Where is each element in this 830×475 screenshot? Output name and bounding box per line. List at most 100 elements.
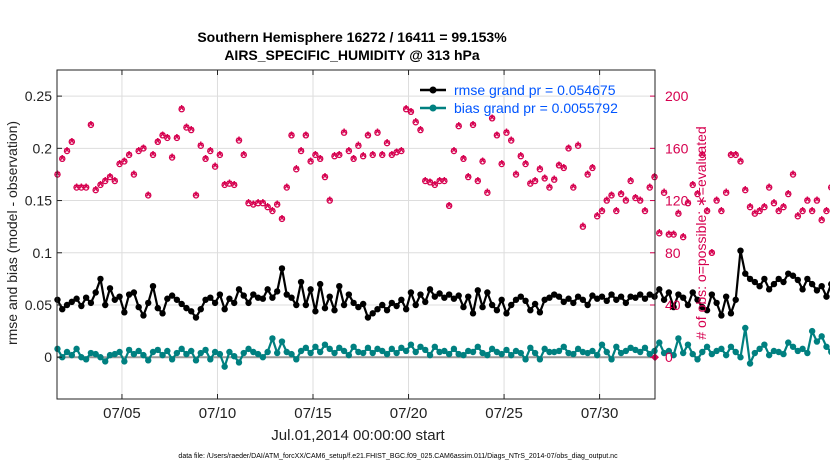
rmse-marker [498,297,504,303]
rmse-marker [580,297,586,303]
rmse-marker [231,300,237,306]
bias-marker [331,350,337,356]
rmse-marker [508,302,514,308]
obs-evaluated-marker: * [494,128,500,144]
bias-marker [264,349,270,355]
bias-marker [718,346,724,352]
rmse-marker [236,286,242,292]
rmse-marker [823,293,829,299]
bias-marker [193,357,199,363]
rmse-marker [470,310,476,316]
bias-marker [188,348,194,354]
rmse-marker [279,265,285,271]
bias-marker [694,356,700,362]
rmse-marker [312,308,318,314]
y-axis-label-left: rmse and bias (model - observation) [4,121,20,345]
bias-marker [413,349,419,355]
obs-evaluated-marker: * [561,160,567,176]
obs-evaluated-marker: * [762,200,768,216]
obs-evaluated-marker: * [628,173,634,189]
bias-marker [116,349,122,355]
rmse-marker [718,312,724,318]
rmse-marker [403,306,409,312]
bias-marker [164,348,170,354]
bias-marker [365,345,371,351]
bias-marker [202,347,208,353]
bias-marker [446,351,452,357]
rmse-marker [522,298,528,304]
bias-marker [522,356,528,362]
y-right-tick-label: 80 [665,245,681,261]
chart-title-line2: AIRS_SPECIFIC_HUMIDITY @ 313 hPa [224,47,480,63]
rmse-marker [771,281,777,287]
rmse-marker [427,286,433,292]
obs-evaluated-marker: * [456,119,462,135]
bias-marker [675,335,681,341]
obs-evaluated-marker: * [623,193,629,209]
obs-evaluated-marker: * [418,123,424,139]
obs-evaluated-marker: * [399,143,405,159]
rmse-marker [570,300,576,306]
legend-bias-label: bias grand pr = 0.0055792 [454,100,618,116]
bias-marker [704,344,710,350]
rmse-marker [422,299,428,305]
bias-marker [804,350,810,356]
rmse-marker [818,283,824,289]
bias-marker [484,352,490,358]
obs-evaluated-marker: * [327,193,333,209]
obs-evaluated-marker: * [642,204,648,220]
bias-marker [818,333,824,339]
obs-evaluated-marker: * [279,211,285,227]
bias-marker [288,351,294,357]
rmse-marker [804,276,810,282]
bias-marker [73,346,79,352]
bias-marker [780,351,786,357]
bias-marker [317,349,323,355]
bias-marker [503,347,509,353]
obs-evaluated-marker: * [442,173,448,189]
obs-evaluated-marker: * [146,188,152,204]
obs-evaluated-marker: * [284,180,290,196]
rmse-marker [766,286,772,292]
rmse-marker [293,302,299,308]
data-marks: ****************************************… [54,102,830,370]
bias-marker [537,356,543,362]
bias-marker [221,363,227,369]
bias-marker [733,349,739,355]
obs-evaluated-marker: * [303,128,309,144]
y-left-tick-label: 0 [44,349,52,365]
rmse-marker [413,302,419,308]
obs-evaluated-marker: * [470,117,476,133]
rmse-marker [761,276,767,282]
bias-marker [422,347,428,353]
rmse-marker [460,304,466,310]
obs-evaluated-marker: * [83,180,89,196]
obs-evaluated-marker: * [671,227,677,243]
rmse-marker [322,305,328,311]
rmse-marker [73,296,79,302]
bias-marker [685,341,691,347]
bias-marker [604,349,610,355]
rmse-marker [212,300,218,306]
bias-marker [728,344,734,350]
obs-evaluated-marker: * [743,183,749,199]
rmse-marker [584,302,590,308]
bias-marker [699,349,705,355]
x-tick-label: 07/25 [485,405,523,422]
rmse-marker [393,303,399,309]
y-right-tick-label: 160 [665,140,689,156]
rmse-marker [245,300,251,306]
x-tick-label: 07/05 [103,405,141,422]
rmse-marker [241,292,247,298]
obs-evaluated-marker: * [341,125,347,141]
obs-evaluated-marker: * [241,147,247,163]
rmse-marker [131,289,137,295]
obs-evaluated-marker: * [657,226,663,242]
rmse-marker [264,286,270,292]
bias-marker [451,346,457,352]
bias-marker [723,352,729,358]
rmse-marker [618,293,624,299]
